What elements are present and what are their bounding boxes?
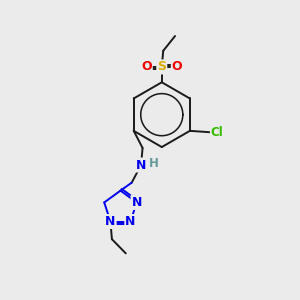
Text: N: N (125, 215, 136, 228)
Text: N: N (105, 215, 116, 228)
Text: O: O (172, 61, 182, 74)
Text: Cl: Cl (211, 126, 224, 139)
Text: N: N (131, 196, 142, 209)
Text: O: O (141, 61, 152, 74)
Text: S: S (157, 61, 166, 74)
Text: H: H (148, 157, 158, 170)
Text: N: N (136, 158, 146, 172)
